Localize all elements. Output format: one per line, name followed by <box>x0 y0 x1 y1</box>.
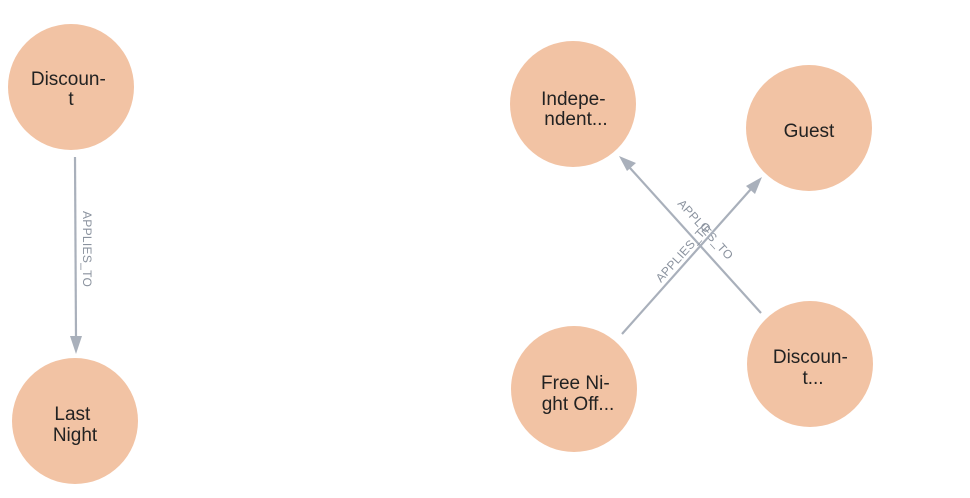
node-circle <box>510 41 636 167</box>
node-label: Last Night <box>53 404 98 446</box>
node-circle <box>746 65 872 191</box>
node-guest[interactable]: Guest <box>746 65 872 191</box>
edge-free-night-to-guest[interactable]: APPLIES_TO <box>621 177 762 335</box>
node-circle <box>12 358 138 484</box>
arrowhead-icon <box>746 177 762 194</box>
node-label: Free Ni- ght Off... <box>541 373 615 415</box>
edge-discount-to-last-night[interactable]: APPLIES_TO <box>70 156 94 354</box>
node-label: Discoun- t <box>31 69 111 110</box>
edge-label: APPLIES_TO <box>80 211 94 287</box>
node-independent[interactable]: Indepe- ndent... <box>510 41 636 167</box>
node-free-night[interactable]: Free Ni- ght Off... <box>511 326 637 452</box>
node-discount[interactable]: Discoun- t <box>8 24 134 150</box>
node-discount-2[interactable]: Discoun- t... <box>747 301 873 427</box>
arrowhead-icon <box>619 156 636 171</box>
edge-line <box>73 156 78 339</box>
node-circle <box>8 24 134 150</box>
node-circle <box>747 301 873 427</box>
node-last-night[interactable]: Last Night <box>12 358 138 484</box>
edge-line <box>629 167 762 314</box>
node-label: Guest <box>784 121 835 142</box>
node-label: Discoun- t... <box>773 347 853 389</box>
node-circle <box>511 326 637 452</box>
arrowhead-icon <box>70 336 82 354</box>
edge-line <box>621 188 752 335</box>
node-label: Indepe- ndent... <box>541 89 611 130</box>
